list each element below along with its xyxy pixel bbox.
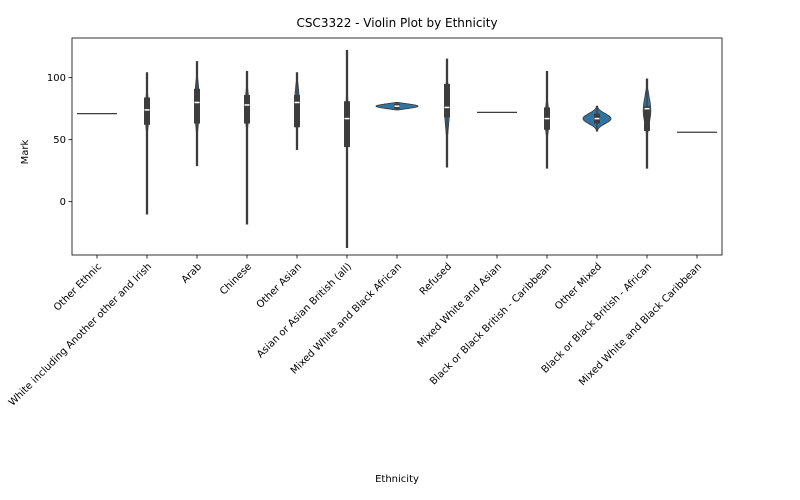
x-tick-label-10: Other Mixed [553,261,604,312]
violin-9 [544,71,550,169]
plot-frame [71,37,723,256]
x-tick-label-3: Chinese [218,261,254,297]
x-tick-label-11: Black or Black British - African [540,261,654,375]
x-tick-label-0: Other Ethnic [52,261,104,313]
violin-box-2 [194,88,200,124]
x-tick-label-6: Mixed White and Black African [289,261,404,376]
violin-box-4 [294,95,300,128]
y-tick-label-1: 50 [53,135,66,146]
violin-box-7 [444,83,450,118]
x-tick-label-8: Mixed White and Asian [416,261,505,350]
violin-10 [582,105,612,132]
violin-2 [194,61,200,167]
x-tick-label-2: Arab [180,261,204,285]
y-tick-label-0: 0 [60,197,66,208]
violin-box-11 [644,106,650,131]
violin-4 [294,72,300,151]
x-axis-label: Ethnicity [375,474,419,485]
violin-1 [144,72,150,215]
violin-11 [642,78,652,169]
x-tick-label-7: Refused [418,261,454,297]
y-axis-label: Mark [20,139,31,164]
chart-title: CSC3322 - Violin Plot by Ethnicity [296,16,497,30]
x-tick-label-4: Other Asian [255,261,304,310]
violin-3 [244,71,250,225]
violin-5 [344,49,350,249]
violin-7 [444,58,450,168]
violin-box-1 [144,97,150,125]
x-tick-label-5: Asian or Asian British (all) [255,261,354,360]
violin-box-5 [344,101,350,148]
violin-6 [375,102,419,111]
violin-box-3 [244,95,250,124]
y-tick-label-2: 100 [47,73,66,84]
